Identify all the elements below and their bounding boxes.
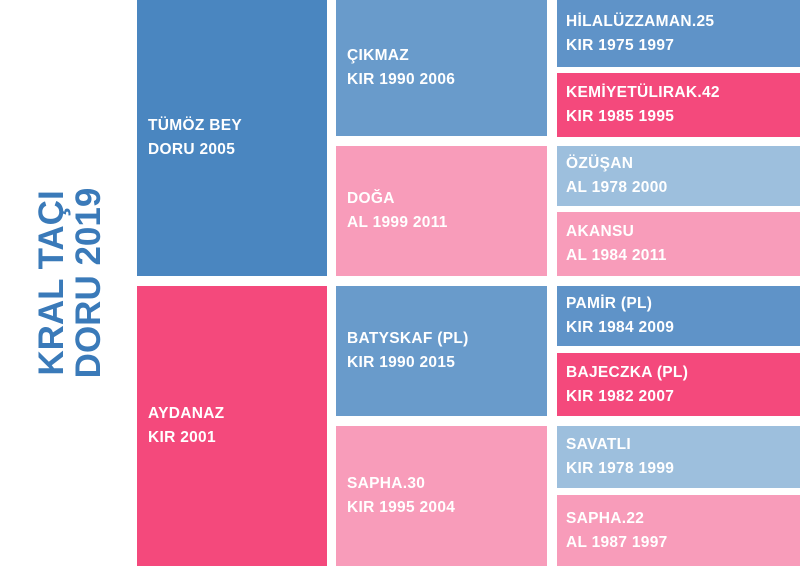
grandparent-box: BATYSKAF (PL) KIR 1990 2015 [336,286,547,416]
title: KRAL TAÇI DORU 2019 [32,187,108,379]
horse-name: DOĞA [347,190,395,207]
title-line: DORU 2019 [69,187,108,379]
horse-name: PAMİR (PL) [566,295,653,312]
grandparent-box: SAPHA.30 KIR 1995 2004 [336,426,547,566]
horse-info: KIR 2001 [148,429,216,446]
great-grandparent-box: KEMİYETÜLIRAK.42 KIR 1985 1995 [557,73,800,137]
title-line: KRAL TAÇI [32,190,71,376]
horse-info: KIR 1985 1995 [566,108,675,125]
horse-name: SAPHA.22 [566,509,645,527]
sire-box: TÜMÖZ BEY DORU 2005 [137,0,327,276]
great-grandparent-box: SAVATLI KIR 1978 1999 [557,426,800,488]
horse-info: KIR 1982 2007 [566,387,675,405]
horse-name: SAPHA.30 [347,475,426,492]
horse-name: AYDANAZ [148,405,225,422]
horse-info: KIR 1975 1997 [566,36,675,54]
great-grandparent-box: SAPHA.22 AL 1987 1997 [557,495,800,566]
horse-info: KIR 1995 2004 [347,499,456,516]
horse-info: KIR 1978 1999 [566,460,675,477]
great-grandparent-box: ÖZÜŞAN AL 1978 2000 [557,146,800,206]
horse-name: SAVATLI [566,436,631,453]
horse-name: KEMİYETÜLIRAK.42 [566,84,720,101]
horse-info: KIR 1990 2015 [347,354,456,371]
horse-name: BAJECZKA (PL) [566,363,689,381]
horse-info: KIR 1990 2006 [347,71,456,88]
horse-name: AKANSU [566,223,635,240]
horse-info: AL 1978 2000 [566,179,668,196]
great-grandparent-box: AKANSU AL 1984 2011 [557,212,800,276]
horse-info: AL 1999 2011 [347,214,448,231]
horse-info: DORU 2005 [148,141,236,158]
great-grandparent-box: HİLALÜZZAMAN.25 KIR 1975 1997 [557,0,800,67]
horse-name: ÇIKMAZ [347,47,410,64]
horse-name: BATYSKAF (PL) [347,330,469,347]
grandparent-box: ÇIKMAZ KIR 1990 2006 [336,0,547,136]
horse-info: AL 1987 1997 [566,533,668,551]
horse-name: ÖZÜŞAN [566,155,634,172]
horse-name: HİLALÜZZAMAN.25 [566,12,715,30]
horse-info: AL 1984 2011 [566,247,667,264]
horse-name: TÜMÖZ BEY [148,117,242,134]
great-grandparent-box: BAJECZKA (PL) KIR 1982 2007 [557,353,800,416]
great-grandparent-box: PAMİR (PL) KIR 1984 2009 [557,286,800,346]
dam-box: AYDANAZ KIR 2001 [137,286,327,566]
horse-info: KIR 1984 2009 [566,319,675,336]
grandparent-box: DOĞA AL 1999 2011 [336,146,547,276]
